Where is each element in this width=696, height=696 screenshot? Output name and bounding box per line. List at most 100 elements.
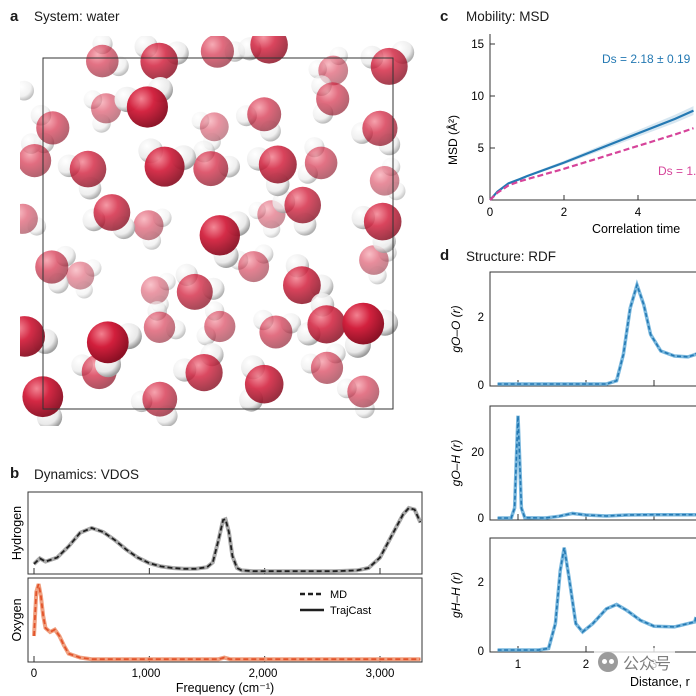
panel-b-letter: b bbox=[10, 465, 20, 482]
vdos-hydrogen-frame bbox=[27, 491, 423, 575]
oxygen-atom bbox=[369, 166, 400, 196]
msd-ylabel: MSD (Å²) bbox=[445, 115, 460, 165]
oxygen-atom bbox=[142, 381, 178, 417]
oxygen-atom bbox=[363, 202, 402, 241]
vdos-xtick-3: 3,000 bbox=[366, 668, 395, 680]
oxygen-atom bbox=[310, 351, 344, 384]
oxygen-atom bbox=[36, 111, 70, 145]
wechat-icon bbox=[598, 652, 618, 672]
rdf-oo-trajcast-line bbox=[497, 279, 696, 386]
vdos-xtick-1: 1,000 bbox=[132, 668, 161, 680]
msd-xlabel: Correlation time bbox=[592, 222, 680, 236]
oxygen-atom bbox=[204, 310, 236, 343]
oxygen-atom bbox=[185, 354, 223, 392]
vdos-o-md-line bbox=[33, 583, 421, 661]
oxygen-atom bbox=[238, 251, 270, 283]
oxygen-atom bbox=[93, 194, 131, 231]
msd-xtick-2: 2 bbox=[561, 207, 567, 219]
rdf-oh-ytick-20: 20 bbox=[471, 447, 484, 459]
oxygen-atom bbox=[342, 302, 385, 345]
rdf-oo-ytick-0: 0 bbox=[478, 380, 484, 392]
msd-annotation-pink: Ds = 1. bbox=[658, 164, 696, 178]
rdf-xtick-2: 2 bbox=[583, 659, 589, 671]
oxygen-atom bbox=[250, 36, 288, 64]
oxygen-atom bbox=[284, 186, 322, 224]
hydrogen-ylabel: Hydrogen bbox=[10, 506, 24, 560]
rdf-oh-md-line bbox=[497, 415, 696, 519]
oxygen-atom bbox=[259, 315, 293, 349]
panel-d-title: Structure: RDF bbox=[466, 249, 557, 264]
oxygen-atom bbox=[362, 110, 398, 146]
oxygen-atom bbox=[133, 210, 164, 241]
oxygen-atom bbox=[316, 82, 350, 116]
msd-trajcast-band bbox=[490, 106, 694, 200]
oxygen-ylabel: Oxygen bbox=[10, 598, 24, 641]
vdos-xtick-2: 2,000 bbox=[249, 668, 278, 680]
rdf-hh-ylabel: gH–H (r) bbox=[449, 572, 463, 618]
vdos-o-trajcast-line bbox=[32, 583, 421, 662]
rdf-hh-md-line bbox=[497, 547, 696, 651]
msd-ytick-10: 10 bbox=[471, 91, 484, 103]
oxygen-atom bbox=[35, 250, 69, 284]
hydrogen-atom bbox=[20, 80, 34, 101]
legend-md-label: MD bbox=[330, 589, 347, 601]
oxygen-atom bbox=[176, 273, 213, 310]
oxygen-atom bbox=[200, 36, 234, 68]
oxygen-atom bbox=[370, 47, 408, 85]
oxygen-atom bbox=[143, 311, 176, 343]
rdf-oo-ylabel: gO–O (r) bbox=[449, 305, 463, 352]
oxygen-atom bbox=[199, 112, 229, 142]
oxygen-atom bbox=[66, 261, 95, 290]
oxygen-atom bbox=[247, 97, 282, 132]
msd-ytick-0: 0 bbox=[478, 195, 484, 207]
msd-ytick-15: 15 bbox=[471, 39, 484, 51]
vdos-h-md-line bbox=[33, 506, 422, 573]
oxygen-atom bbox=[20, 316, 45, 357]
oxygen-atom bbox=[69, 150, 107, 188]
oxygen-atom bbox=[193, 151, 229, 187]
oxygen-atom bbox=[359, 245, 389, 275]
msd-xtick-4: 4 bbox=[635, 207, 642, 219]
oxygen-atom bbox=[91, 93, 122, 124]
oxygen-atom bbox=[304, 146, 338, 180]
vdos-h-trajcast-line bbox=[32, 505, 423, 574]
panel-a-title: System: water bbox=[34, 9, 120, 24]
vdos-xlabel: Frequency (cm⁻¹) bbox=[176, 681, 274, 695]
rdf-hh-trajcast-line bbox=[497, 547, 696, 652]
oxygen-atom bbox=[347, 375, 380, 408]
vdos-chart: Hydrogen Oxygen MD TrajCast 0 1,000 2,00… bbox=[10, 491, 423, 695]
oxygen-atom bbox=[307, 305, 346, 344]
panel-d-letter: d bbox=[440, 247, 450, 264]
msd-annotation-blue: Ds = 2.18 ± 0.19 bbox=[602, 52, 691, 66]
oxygen-atom bbox=[86, 321, 129, 364]
oxygen-atom bbox=[140, 276, 169, 305]
rdf-chart: gO–O (r) gO–H (r) gH–H (r) 0 2 0 20 0 2 … bbox=[449, 271, 696, 689]
rdf-oh-ytick-0: 0 bbox=[478, 513, 484, 525]
msd-xtick-0: 0 bbox=[487, 207, 493, 219]
watermark-text: 公众号 bbox=[623, 654, 672, 673]
msd-ytick-5: 5 bbox=[478, 143, 484, 155]
panel-a-letter: a bbox=[10, 8, 19, 25]
rdf-oo-frame bbox=[489, 271, 696, 387]
water-box-render bbox=[20, 36, 415, 426]
oxygen-atom bbox=[126, 86, 168, 128]
msd-trajcast-line bbox=[489, 109, 694, 201]
oxygen-atom bbox=[20, 203, 38, 234]
legend-trajcast-label: TrajCast bbox=[330, 605, 371, 617]
rdf-hh-ytick-2: 2 bbox=[478, 577, 484, 589]
oxygen-atom bbox=[140, 42, 178, 81]
rdf-hh-ytick-0: 0 bbox=[478, 646, 484, 658]
rdf-xtick-1: 1 bbox=[515, 659, 521, 671]
panel-c-letter: c bbox=[440, 8, 449, 25]
rdf-hh-frame bbox=[489, 537, 696, 653]
oxygen-atom bbox=[144, 146, 185, 187]
watermark: 公众号 bbox=[594, 648, 676, 676]
panel-b-title: Dynamics: VDOS bbox=[34, 467, 140, 482]
vdos-oxygen-frame bbox=[27, 577, 423, 663]
rdf-oo-ytick-2: 2 bbox=[478, 312, 484, 324]
oxygen-atom bbox=[199, 215, 240, 256]
simulation-box bbox=[42, 57, 394, 410]
oxygen-atom bbox=[258, 145, 297, 184]
msd-chart: MSD (Å²) 0 5 10 15 0 2 4 Correlation tim… bbox=[445, 34, 696, 236]
vdos-xtick-0: 0 bbox=[31, 668, 37, 680]
